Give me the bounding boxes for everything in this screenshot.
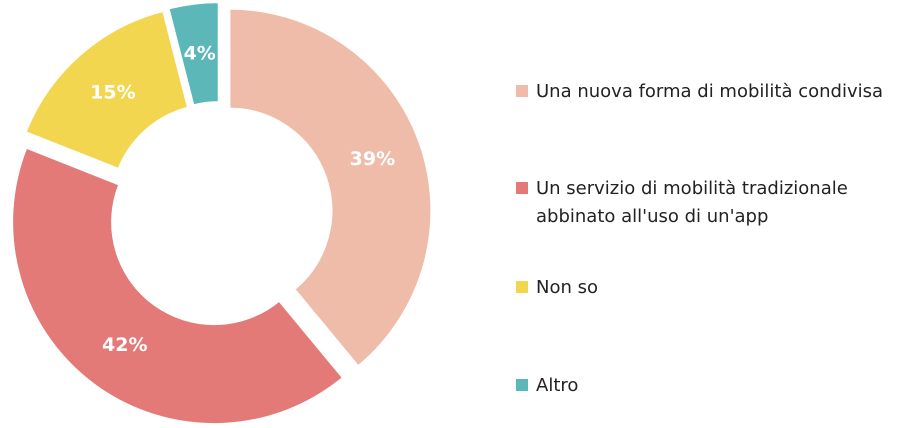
legend-item-nuova-forma: Una nuova forma di mobilità condivisa [516,78,916,106]
slice-label-servizio-tradizionale: 42% [102,334,147,356]
legend-item-servizio-tradizionale: Un servizio di mobilità tradizionale abb… [516,175,916,231]
legend-label: Una nuova forma di mobilità condivisa [536,81,884,102]
donut-slice-nuova-forma [228,7,433,368]
legend-label: Un servizio di mobilità tradizionale abb… [536,178,848,227]
slice-label-altro: 4% [184,42,216,64]
donut-slice-non-so [24,9,190,171]
legend-item-altro: Altro [516,372,916,400]
legend-swatch [516,85,528,97]
legend-item-non-so: Non so [516,274,916,302]
legend-label: Non so [536,277,598,298]
legend-swatch [516,281,528,293]
legend-swatch [516,379,528,391]
donut-slice-altro [167,1,220,107]
legend-label: Altro [536,375,579,396]
slice-label-nuova-forma: 39% [350,148,395,170]
legend-swatch [516,182,528,194]
donut-slice-servizio-tradizionale [11,146,345,426]
slice-label-non-so: 15% [90,81,135,103]
